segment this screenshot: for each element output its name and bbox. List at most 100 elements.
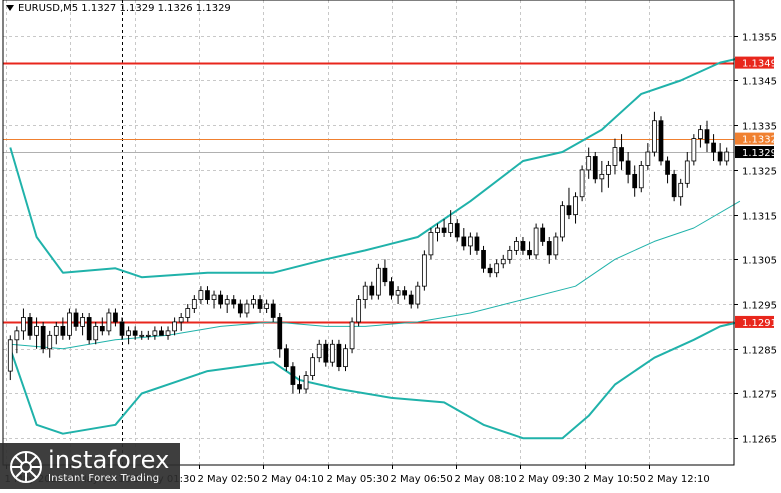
candle-body [205,290,210,300]
y-tick-label: 1.1305 [742,256,777,267]
axes: 1.1355 1.1345 1.1335 1.1325 1.1315 1.1305 1.12… [2,0,777,485]
candle-body [599,173,605,180]
candle-body [257,299,263,309]
candle-body [382,267,388,283]
candle-body [665,160,670,175]
plot-frame [2,0,735,466]
candle-body [336,343,342,368]
candle-body [717,151,723,162]
broker-logo: instaforex Instant Forex Trading [0,443,180,489]
candle-body [40,325,46,350]
candle-body [553,236,559,256]
candle-body [67,312,72,336]
bollinger-lower-band [9,320,741,440]
candle-body [14,330,20,341]
candle-body [310,357,316,376]
candle-body [684,160,690,184]
candle-body [586,156,592,171]
support-price-tag-label: 1.1291 [742,318,777,329]
bollinger-upper-band [9,57,741,279]
current-price-tag-label: 1.1329 [742,148,777,159]
x-tick-label: 2 May 12:10 [648,474,710,485]
resistance-price-tag-label: 1.1349 [742,59,777,70]
candle-body [73,312,79,327]
support-price-tag [735,315,774,328]
candle-body [514,241,519,251]
candle-body [500,258,506,265]
candle-body [113,312,118,323]
x-tick-label: 2 May 08:10 [455,474,517,485]
candle-body [93,325,99,341]
candle-body [7,339,13,372]
y-tick-label: 1.1275 [742,390,777,401]
y-tick-label: 1.1335 [742,122,777,133]
candle-body [487,267,493,274]
candle-body [172,321,177,332]
candle-body [520,241,526,251]
candle-body [546,241,552,256]
candle-body [678,182,684,198]
candle-body [323,343,329,363]
candle-body [540,227,546,242]
candle-body [290,366,296,385]
x-tick-label: 2 May 06:50 [391,474,453,485]
candle-body [494,263,500,274]
candle-body [224,299,230,305]
candle-body [592,156,598,180]
candle-body [34,325,39,336]
current-price-tag [735,146,774,159]
candle-body [612,147,618,166]
candle-body [80,317,85,327]
candle-body [481,249,486,269]
candle-body [316,343,322,359]
entry-price-tag-label: 1.1332 [742,135,777,146]
candle-body [139,334,145,337]
candle-body [218,294,223,305]
candle-body [343,348,348,368]
candle-body [724,151,730,162]
brand-tagline: Instant Forex Trading [48,473,160,484]
candle-body [566,205,572,216]
candle-body [507,249,513,260]
resistance-price-tag [735,56,774,69]
y-tick-label: 1.1315 [742,212,777,223]
candle-body [53,325,59,336]
candle-body [652,120,657,153]
candle-body [704,129,710,144]
candle-body [283,348,289,368]
candle-body [435,227,440,233]
candle-body [211,294,217,300]
candle-body [698,129,703,140]
candle-body [415,285,421,305]
candle-body [349,321,355,350]
candle-body [191,299,197,309]
candle-body [86,317,92,341]
level-lines [3,62,734,324]
candle-body [264,303,269,309]
x-tick-label: 2 May 02:50 [198,474,260,485]
y-tick-label: 1.1295 [742,301,777,312]
dropdown-triangle-icon[interactable] [6,5,14,11]
candle-body [251,299,256,305]
candle-body [244,303,250,314]
candle-body [606,165,611,175]
candle-body [356,299,362,323]
indicators [9,57,741,440]
candle-body [421,254,427,287]
y-tick-label: 1.1355 [742,33,777,44]
candle-body [645,151,651,166]
candle-body [21,317,26,332]
candle-body [474,236,480,251]
candle-body [362,285,368,300]
candle-body [99,325,105,332]
y-tick-label: 1.1265 [742,435,777,446]
candle-body [468,236,473,247]
brand-name: instaforex [48,446,170,474]
candles [7,111,730,394]
candle-body [277,317,283,350]
candle-body [132,330,138,336]
candle-body [632,173,638,189]
x-tick-label: 2 May 04:10 [262,474,324,485]
